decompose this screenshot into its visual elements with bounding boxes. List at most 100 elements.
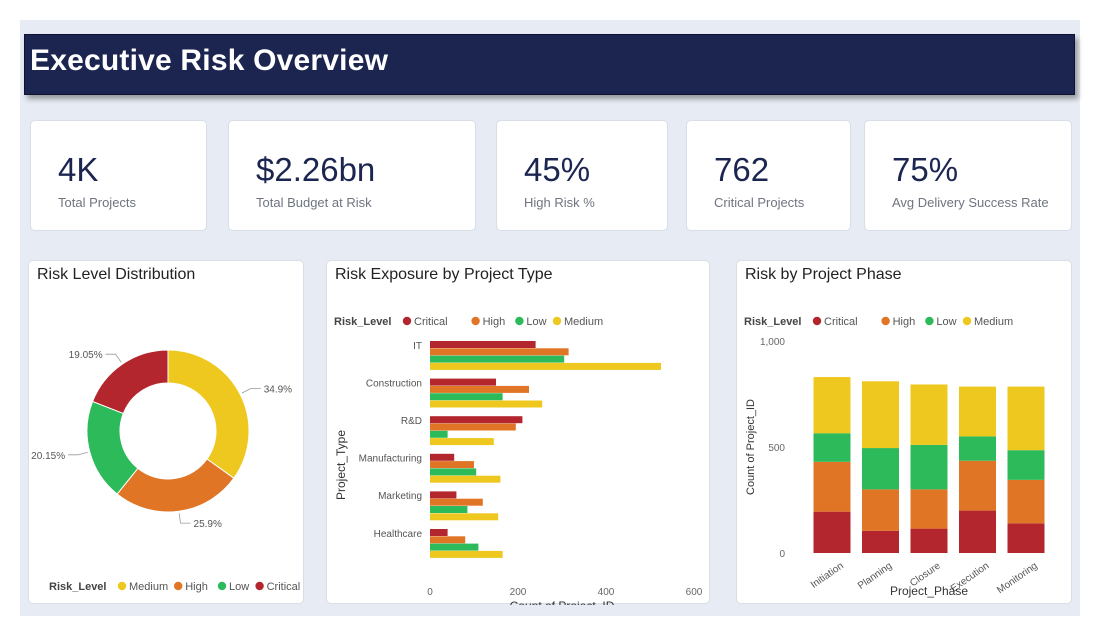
y-tick-label: IT bbox=[413, 341, 422, 352]
kpi-value: 4K bbox=[58, 151, 99, 188]
stacked-column-chart: Risk_Level Critical High Low Medium 0 500 1,000… bbox=[744, 316, 1045, 598]
bar-low bbox=[430, 393, 503, 401]
legend-label-high: High bbox=[185, 581, 208, 593]
donut-leader-line bbox=[178, 513, 191, 524]
legend-label-critical: Critical bbox=[414, 316, 448, 328]
risk-level-distribution-panel[interactable]: Risk Level Distribution 34.9% 25.9% 20.15%… bbox=[28, 260, 304, 604]
donut-slice-medium bbox=[167, 349, 250, 479]
x-tick-label: 600 bbox=[686, 587, 703, 598]
legend-swatch-high bbox=[174, 581, 183, 591]
legend-title: Risk_Level bbox=[334, 316, 391, 328]
risk-by-phase-panel[interactable]: Risk by Project Phase Risk_Level Critical… bbox=[736, 260, 1072, 604]
legend-label-low: Low bbox=[229, 581, 249, 593]
bar-low bbox=[430, 543, 479, 551]
legend-swatch-critical bbox=[255, 581, 264, 591]
legend-label-medium: Medium bbox=[129, 581, 168, 593]
stack-segment-low bbox=[959, 436, 996, 461]
kpi-card-total-projects[interactable]: 4K Total Projects bbox=[30, 120, 207, 231]
stack-segment-medium bbox=[862, 381, 899, 449]
bar-high bbox=[430, 498, 483, 506]
page-title: Executive Risk Overview bbox=[30, 44, 389, 77]
stack-segment-medium bbox=[910, 384, 948, 445]
stack-segment-critical bbox=[813, 511, 851, 553]
bar-low bbox=[430, 506, 468, 513]
stack-segment-low bbox=[813, 433, 851, 462]
legend-label-high: High bbox=[893, 316, 916, 328]
legend-swatch-low bbox=[925, 316, 934, 326]
stack-segment-critical bbox=[959, 510, 996, 553]
legend-label-critical: Critical bbox=[267, 581, 301, 593]
y-tick-label: Healthcare bbox=[374, 529, 423, 540]
bar-medium bbox=[430, 475, 501, 483]
stack-segment-low bbox=[862, 448, 899, 490]
stack-segment-high bbox=[813, 461, 851, 512]
stack-segment-high bbox=[862, 489, 899, 531]
kpi-value: 762 bbox=[714, 151, 770, 188]
chart-title: Risk by Project Phase bbox=[745, 266, 902, 283]
bar-high bbox=[430, 348, 569, 356]
y-tick-label: 0 bbox=[779, 549, 785, 560]
legend-swatch-low bbox=[515, 316, 524, 326]
bar-critical bbox=[430, 453, 455, 461]
bar-medium bbox=[430, 362, 661, 370]
chart-title: Risk Level Distribution bbox=[37, 266, 196, 283]
header-banner: Executive Risk Overview bbox=[24, 34, 1075, 95]
stack-segment-medium bbox=[1007, 386, 1045, 451]
legend-label-high: High bbox=[483, 316, 506, 328]
kpi-card-high-risk[interactable]: 45% High Risk % bbox=[496, 120, 668, 231]
legend-swatch-high bbox=[881, 316, 890, 326]
y-tick-label: Marketing bbox=[378, 491, 422, 502]
x-tick-label: Initiation bbox=[809, 560, 846, 590]
kpi-card-delivery-success[interactable]: 75% Avg Delivery Success Rate bbox=[864, 120, 1072, 231]
kpi-card-critical-projects[interactable]: 762 Critical Projects bbox=[686, 120, 851, 231]
bar-medium bbox=[430, 513, 499, 521]
kpi-card-budget-at-risk[interactable]: $2.26bn Total Budget at Risk bbox=[228, 120, 476, 231]
x-tick-label: 400 bbox=[598, 587, 615, 598]
chart-title: Risk Exposure by Project Type bbox=[335, 266, 553, 283]
donut-leader-line bbox=[241, 388, 261, 394]
legend-label-medium: Medium bbox=[564, 316, 603, 328]
y-tick-label: R&D bbox=[401, 416, 422, 427]
bar-high bbox=[430, 423, 516, 431]
legend-swatch-low bbox=[217, 581, 227, 591]
legend-title: Risk_Level bbox=[49, 581, 106, 593]
bar-medium bbox=[430, 438, 494, 446]
stack-segment-critical bbox=[1007, 523, 1045, 553]
x-tick-label: 200 bbox=[510, 587, 527, 598]
risk-exposure-by-type-panel[interactable]: Risk Exposure by Project Type Risk_Level… bbox=[326, 260, 710, 605]
bar-critical bbox=[430, 341, 536, 348]
legend-title: Risk_Level bbox=[744, 316, 801, 328]
bar-medium bbox=[430, 400, 543, 408]
bar-low bbox=[430, 468, 477, 476]
kpi-label: Critical Projects bbox=[714, 195, 805, 210]
legend-swatch-critical bbox=[402, 316, 412, 326]
bar-critical bbox=[430, 529, 448, 536]
donut-chart: 34.9% 25.9% 20.15% 19.05% Risk_Level Medium Hi… bbox=[31, 349, 301, 593]
legend-swatch-medium bbox=[117, 581, 127, 591]
kpi-label: Avg Delivery Success Rate bbox=[892, 195, 1049, 210]
bar-high bbox=[430, 536, 466, 544]
y-tick-label: Construction bbox=[366, 378, 422, 389]
legend-swatch-medium bbox=[552, 316, 562, 326]
donut-data-label: 25.9% bbox=[194, 519, 222, 530]
bar-low bbox=[430, 430, 448, 438]
kpi-label: Total Budget at Risk bbox=[256, 195, 372, 210]
bar-high bbox=[430, 461, 474, 469]
legend-swatch-medium bbox=[962, 316, 972, 326]
legend-swatch-critical bbox=[812, 316, 822, 326]
x-tick-label: 0 bbox=[427, 587, 433, 598]
x-tick-label: Planning bbox=[856, 560, 894, 591]
x-axis-title: Project_Phase bbox=[890, 584, 968, 598]
bar-medium bbox=[430, 550, 503, 558]
legend-label-medium: Medium bbox=[974, 316, 1013, 328]
donut-leader-line bbox=[68, 451, 88, 456]
y-axis-title: Project_Type bbox=[334, 430, 348, 500]
y-tick-label: Manufacturing bbox=[359, 454, 422, 465]
stack-segment-low bbox=[910, 444, 948, 490]
stack-segment-critical bbox=[862, 530, 899, 553]
legend-label-critical: Critical bbox=[824, 316, 858, 328]
y-tick-label: 500 bbox=[768, 443, 785, 454]
stack-segment-high bbox=[1007, 479, 1045, 524]
bar-high bbox=[430, 385, 529, 393]
legend-label-low: Low bbox=[526, 316, 546, 328]
